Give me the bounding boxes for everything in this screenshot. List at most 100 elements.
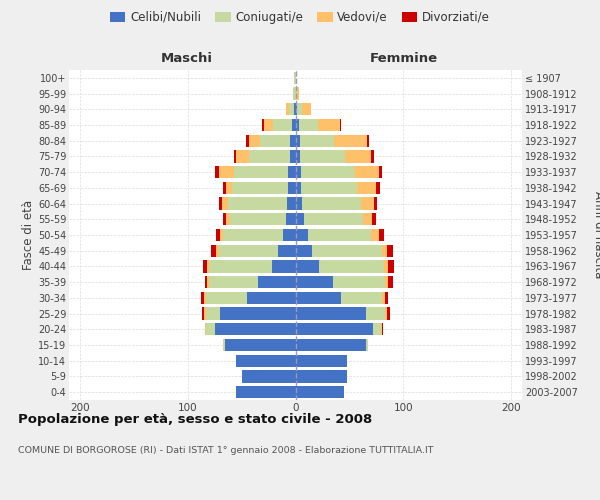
Bar <box>209 260 272 272</box>
Bar <box>264 119 273 131</box>
Bar <box>260 134 290 147</box>
Bar <box>289 103 295 116</box>
Bar <box>287 198 296 209</box>
Bar <box>272 260 296 272</box>
Bar <box>242 370 296 382</box>
Bar <box>215 229 220 241</box>
Bar <box>232 182 288 194</box>
Bar <box>295 72 296 84</box>
Bar <box>286 103 289 116</box>
Bar <box>206 308 220 320</box>
Bar <box>296 182 301 194</box>
Bar <box>301 182 357 194</box>
Bar <box>206 292 247 304</box>
Bar <box>296 134 300 147</box>
Bar <box>371 229 379 241</box>
Bar <box>296 244 311 257</box>
Bar <box>205 323 206 336</box>
Bar <box>223 213 226 226</box>
Bar <box>296 119 299 131</box>
Bar <box>333 276 385 288</box>
Bar <box>296 370 347 382</box>
Bar <box>207 260 209 272</box>
Bar <box>249 134 260 147</box>
Bar <box>341 292 382 304</box>
Bar <box>296 213 304 226</box>
Bar <box>296 323 373 336</box>
Bar <box>379 166 382 178</box>
Text: COMUNE DI BORGOROSE (RI) - Dati ISTAT 1° gennaio 2008 - Elaborazione TUTTITALIA.: COMUNE DI BORGOROSE (RI) - Dati ISTAT 1°… <box>18 446 433 455</box>
Bar <box>226 339 296 351</box>
Text: Popolazione per età, sesso e stato civile - 2008: Popolazione per età, sesso e stato civil… <box>18 412 372 426</box>
Bar <box>205 276 207 288</box>
Bar <box>288 166 296 178</box>
Bar <box>295 103 296 116</box>
Y-axis label: Anni di nascita: Anni di nascita <box>592 192 600 278</box>
Bar <box>296 198 302 209</box>
Bar <box>223 229 283 241</box>
Bar <box>204 308 206 320</box>
Bar <box>334 134 367 147</box>
Bar <box>215 323 296 336</box>
Bar <box>371 150 374 162</box>
Bar <box>262 119 264 131</box>
Bar <box>247 292 296 304</box>
Bar <box>203 260 207 272</box>
Bar <box>215 166 219 178</box>
Bar <box>288 182 296 194</box>
Bar <box>388 260 394 272</box>
Bar <box>200 292 204 304</box>
Bar <box>227 198 287 209</box>
Bar <box>302 103 311 116</box>
Bar <box>296 229 308 241</box>
Bar <box>219 198 222 209</box>
Bar <box>236 354 296 367</box>
Bar <box>293 88 296 100</box>
Bar <box>273 119 292 131</box>
Bar <box>226 182 232 194</box>
Bar <box>304 213 364 226</box>
Bar <box>365 339 368 351</box>
Bar <box>246 134 249 147</box>
Bar <box>234 150 236 162</box>
Bar <box>206 323 215 336</box>
Bar <box>286 213 296 226</box>
Bar <box>355 166 379 178</box>
Bar <box>385 308 387 320</box>
Bar <box>219 244 278 257</box>
Bar <box>296 166 301 178</box>
Bar <box>365 308 385 320</box>
Bar <box>236 386 296 398</box>
Bar <box>202 308 204 320</box>
Bar <box>382 292 385 304</box>
Bar <box>223 339 226 351</box>
Bar <box>204 292 206 304</box>
Bar <box>296 339 365 351</box>
Bar <box>387 244 392 257</box>
Bar <box>311 244 382 257</box>
Bar <box>290 150 296 162</box>
Bar <box>234 166 288 178</box>
Bar <box>374 198 377 209</box>
Bar <box>223 182 226 194</box>
Bar <box>300 150 345 162</box>
Bar <box>207 276 209 288</box>
Bar <box>382 323 383 336</box>
Bar <box>296 386 344 398</box>
Bar <box>364 213 372 226</box>
Bar <box>373 323 381 336</box>
Bar <box>382 244 387 257</box>
Bar <box>258 276 296 288</box>
Bar <box>319 260 384 272</box>
Bar <box>318 119 340 131</box>
Bar <box>226 213 230 226</box>
Bar <box>379 229 384 241</box>
Bar <box>278 244 296 257</box>
Bar <box>387 308 391 320</box>
Bar <box>215 244 219 257</box>
Bar <box>381 323 382 336</box>
Bar <box>211 244 215 257</box>
Bar <box>302 198 361 209</box>
Bar <box>249 150 290 162</box>
Bar <box>296 292 341 304</box>
